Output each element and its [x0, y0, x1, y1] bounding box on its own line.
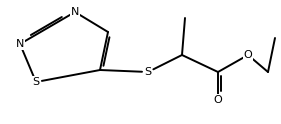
Text: O: O: [214, 95, 222, 105]
Text: S: S: [32, 77, 40, 87]
Text: O: O: [244, 50, 252, 60]
Text: N: N: [71, 7, 79, 17]
Text: N: N: [16, 39, 24, 49]
Text: S: S: [144, 67, 151, 77]
